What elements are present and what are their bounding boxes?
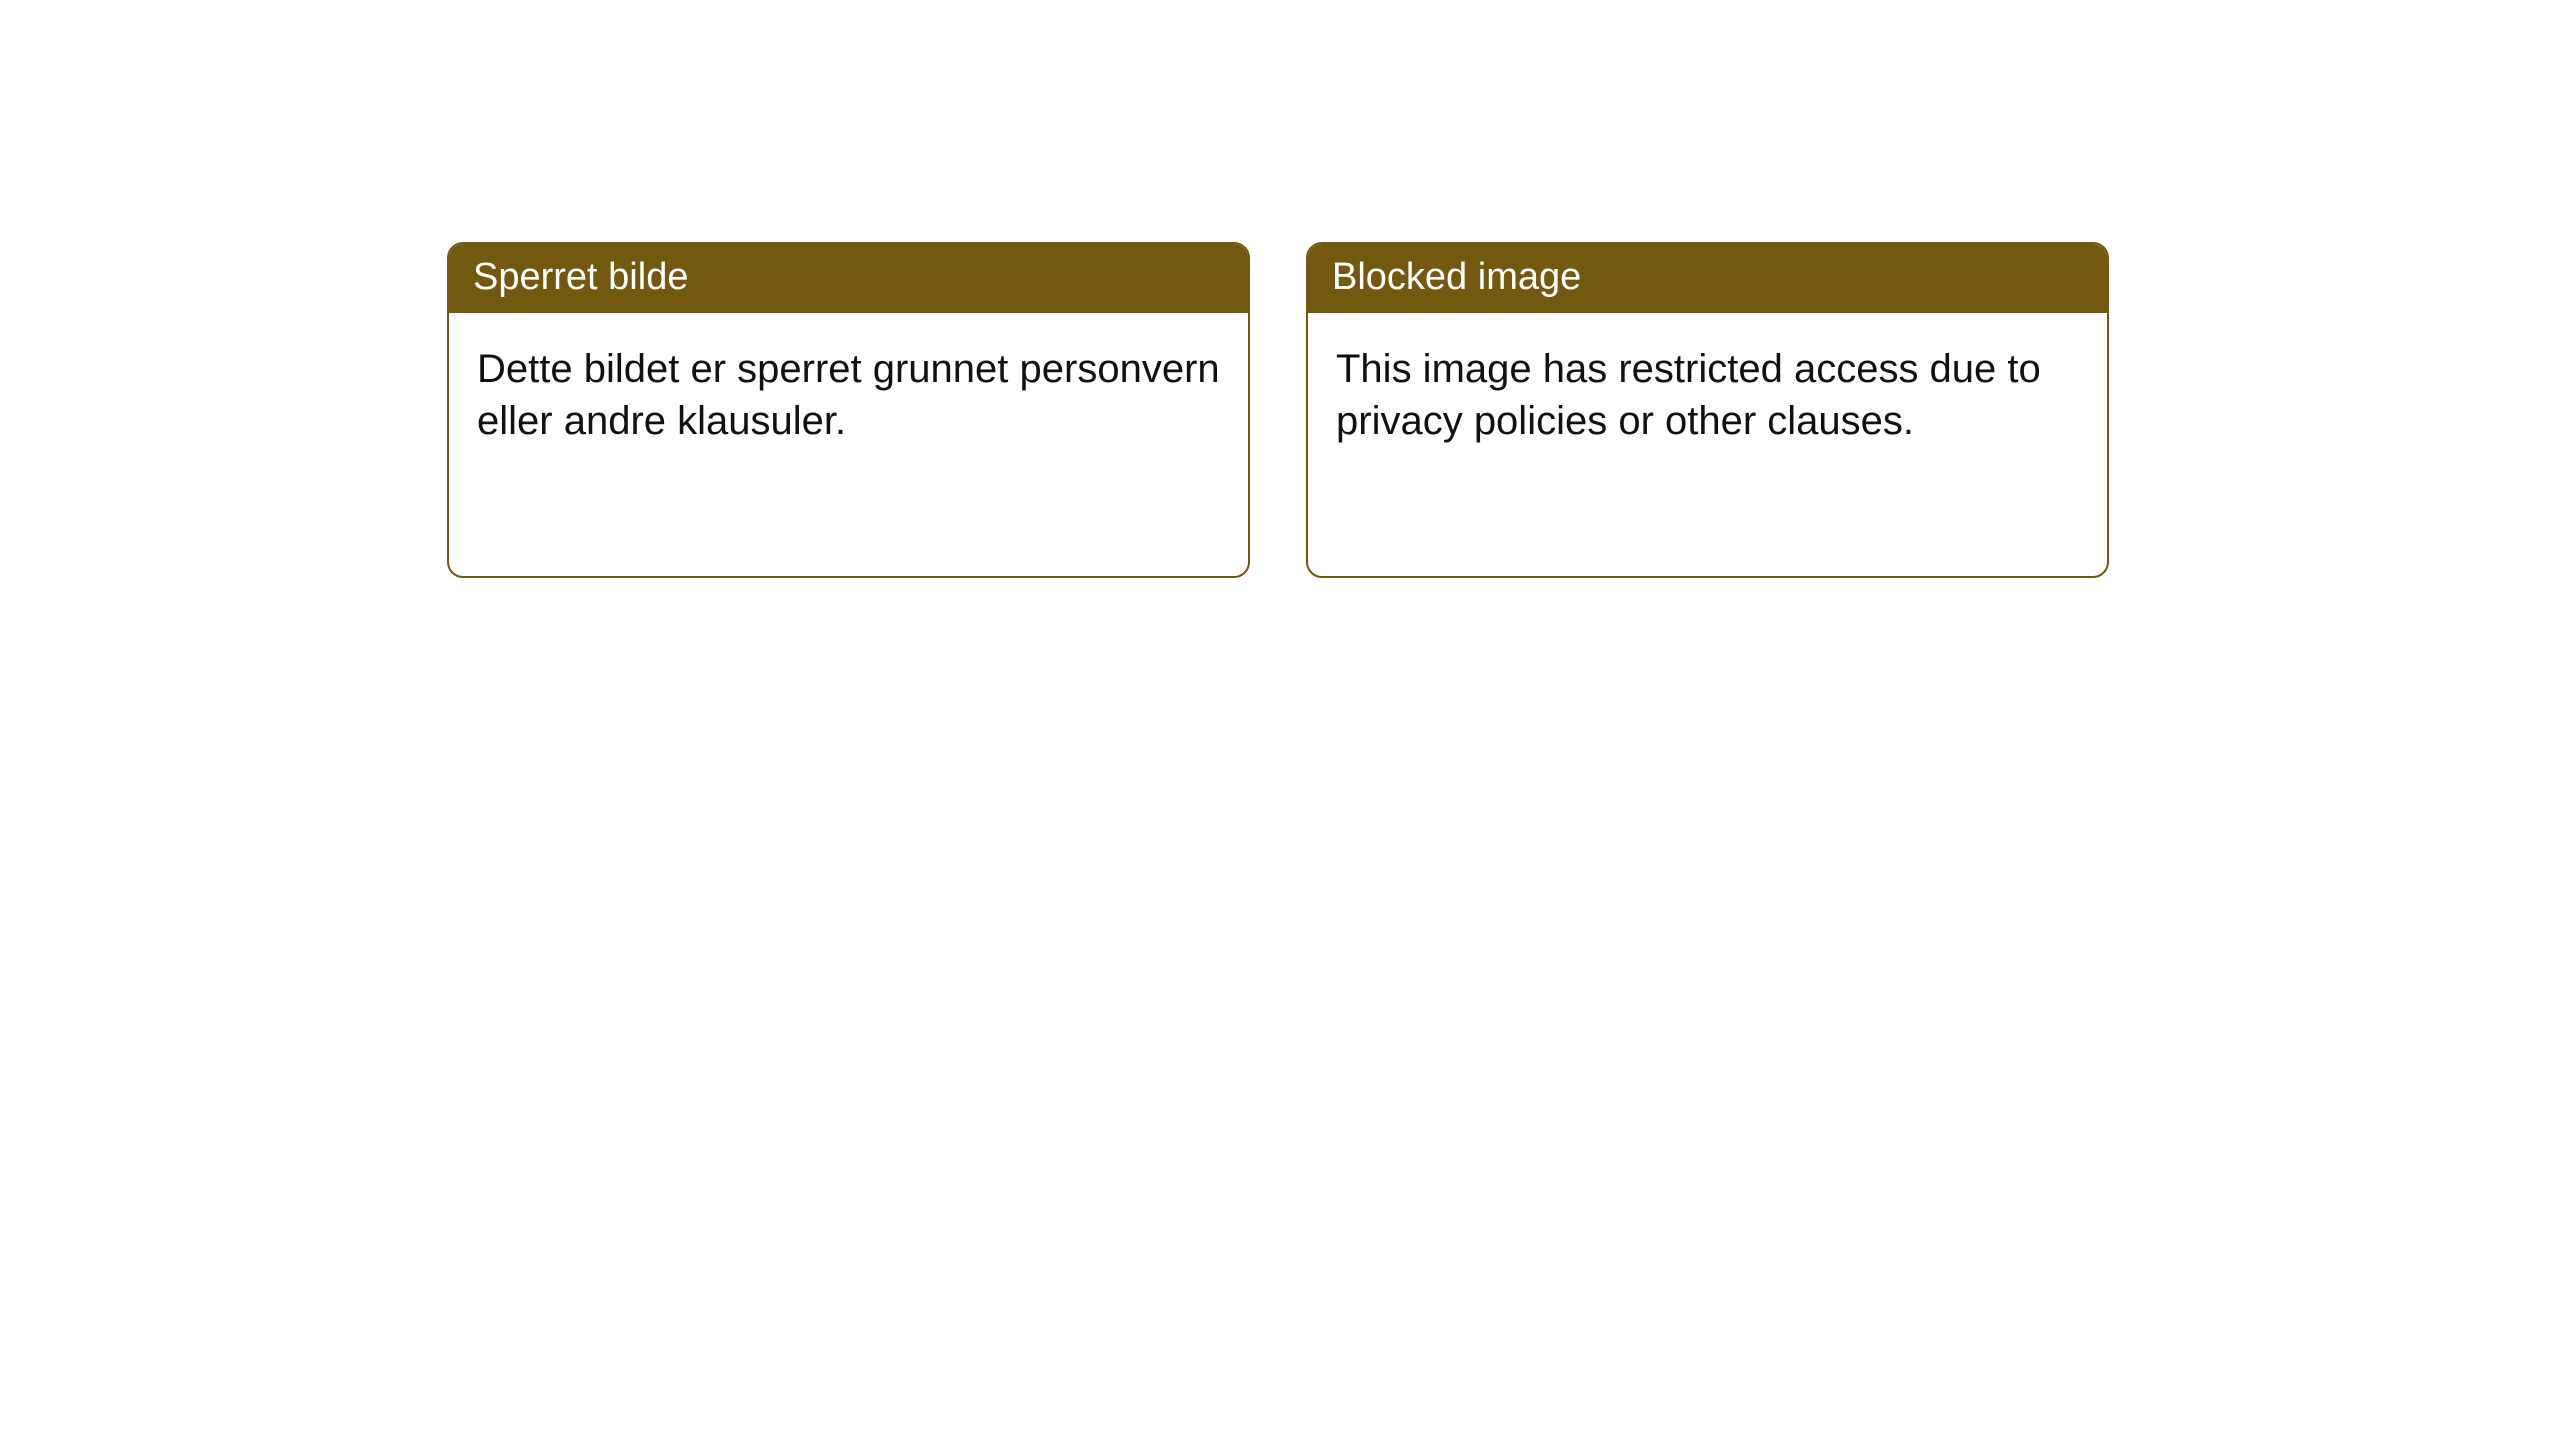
notice-cards-container: Sperret bilde Dette bildet er sperret gr… — [447, 242, 2109, 578]
notice-body: This image has restricted access due to … — [1308, 313, 2107, 477]
notice-header: Sperret bilde — [449, 244, 1248, 313]
notice-body-text: Dette bildet er sperret grunnet personve… — [477, 347, 1220, 443]
notice-body-text: This image has restricted access due to … — [1336, 347, 2041, 443]
notice-card-english: Blocked image This image has restricted … — [1306, 242, 2109, 578]
notice-body: Dette bildet er sperret grunnet personve… — [449, 313, 1248, 477]
notice-card-norwegian: Sperret bilde Dette bildet er sperret gr… — [447, 242, 1250, 578]
notice-header-text: Blocked image — [1332, 256, 1581, 298]
notice-header: Blocked image — [1308, 244, 2107, 313]
notice-header-text: Sperret bilde — [473, 256, 688, 298]
